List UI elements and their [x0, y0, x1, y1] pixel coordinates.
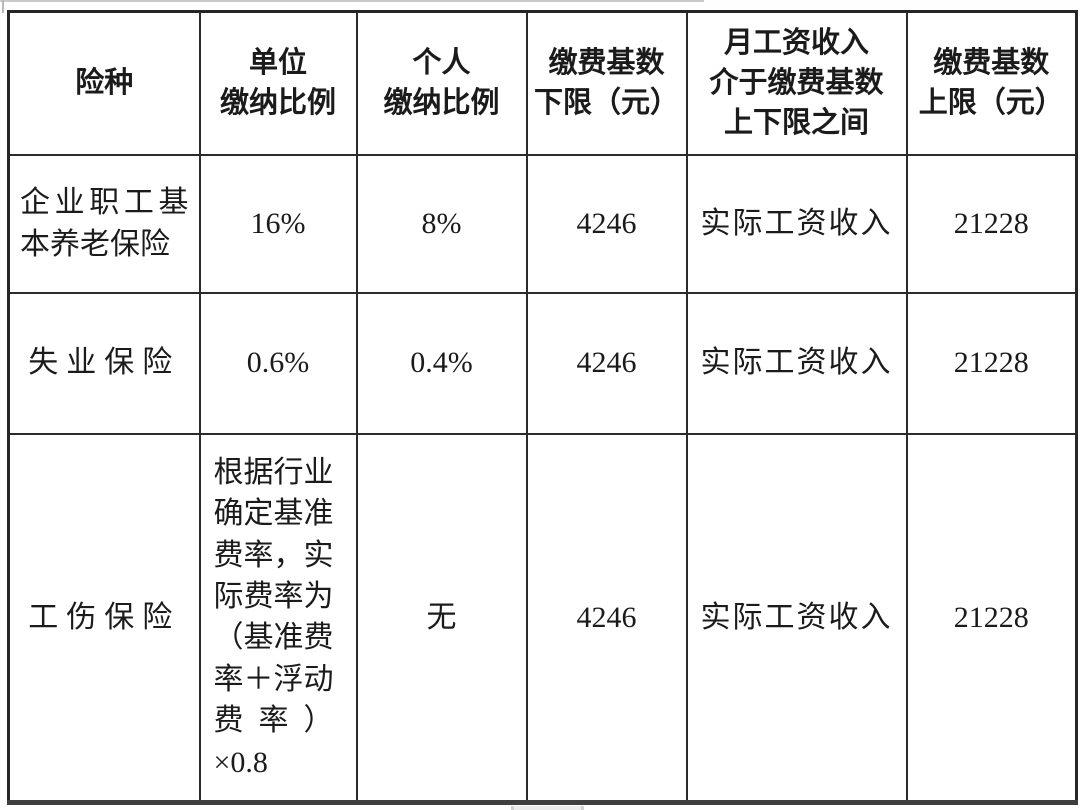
- pension-between-limits-cell: 实际工资收入: [685, 153, 908, 294]
- pension-employer-rate-cell: 16%: [198, 153, 358, 294]
- unemployment-employer-rate-cell: 0.6%: [198, 291, 358, 435]
- pension-individual-rate-cell: 8%: [355, 153, 528, 294]
- page-bottom-fragment: [511, 806, 584, 810]
- stray-top-border-fragment: [0, 0, 704, 2]
- unemployment-individual-rate-cell: 0.4%: [355, 291, 528, 435]
- unemployment-base-lower-limit-cell: 4246: [525, 291, 688, 435]
- header-row: 险种 单位 缴纳比例 个人 缴纳比例 缴费基数 下限（元） 月工资收入 介于缴费…: [7, 10, 1078, 156]
- stray-corner-fragment: [2, 0, 4, 13]
- work-injury-between-limits-cell: 实际工资收入: [685, 432, 908, 804]
- work-injury-name-cell: 工伤保险: [7, 432, 201, 804]
- work-injury-individual-rate-cell: 无: [355, 432, 528, 804]
- unemployment-name-cell: 失业保险: [7, 291, 201, 435]
- row-work-injury: 工伤保险 根据行业 确定基准 费率，实 际费率为 （基准费 率＋浮动 费 率 ）…: [7, 432, 1078, 804]
- col-header-base-upper-limit: 缴费基数 上限（元）: [905, 10, 1078, 156]
- pension-name-cell: 企业职工基本养老保险: [7, 153, 201, 294]
- work-injury-employer-rate-cell: 根据行业 确定基准 费率，实 际费率为 （基准费 率＋浮动 费 率 ） ×0.8: [198, 432, 358, 804]
- unemployment-between-limits-cell: 实际工资收入: [685, 291, 908, 435]
- col-header-insurance-type: 险种: [7, 10, 201, 156]
- pension-base-upper-limit-cell: 21228: [905, 153, 1078, 294]
- work-injury-base-upper-limit-cell: 21228: [905, 432, 1078, 804]
- unemployment-base-upper-limit-cell: 21228: [905, 291, 1078, 435]
- insurance-contribution-table: 险种 单位 缴纳比例 个人 缴纳比例 缴费基数 下限（元） 月工资收入 介于缴费…: [7, 10, 1078, 805]
- row-pension: 企业职工基本养老保险 16% 8% 4246 实际工资收入 21228: [7, 153, 1078, 294]
- work-injury-base-lower-limit-cell: 4246: [525, 432, 688, 804]
- col-header-between-limits: 月工资收入 介于缴费基数 上下限之间: [685, 10, 908, 156]
- pension-base-lower-limit-cell: 4246: [525, 153, 688, 294]
- col-header-base-lower-limit: 缴费基数 下限（元）: [525, 10, 688, 156]
- col-header-employer-rate: 单位 缴纳比例: [198, 10, 358, 156]
- col-header-individual-rate: 个人 缴纳比例: [355, 10, 528, 156]
- row-unemployment: 失业保险 0.6% 0.4% 4246 实际工资收入 21228: [7, 291, 1078, 435]
